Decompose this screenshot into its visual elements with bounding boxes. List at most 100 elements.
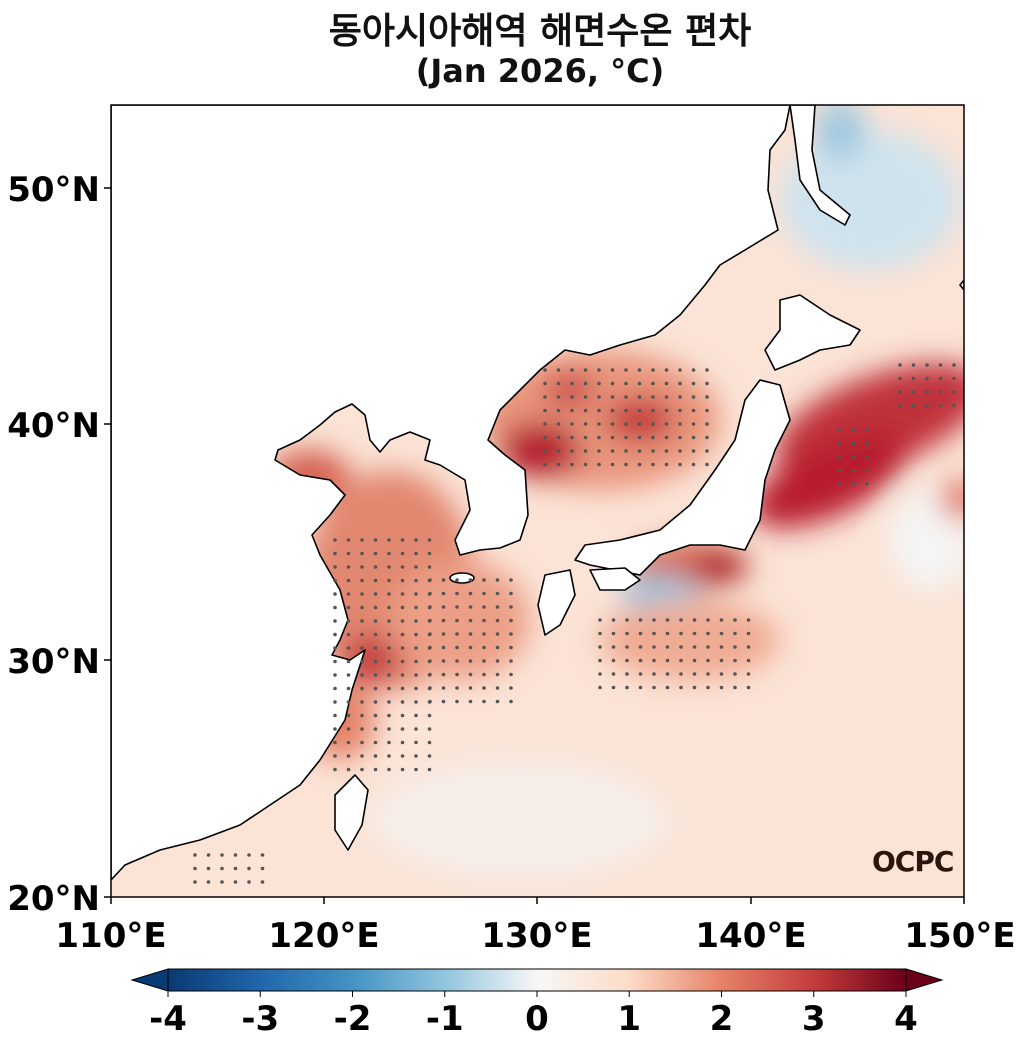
significance-dot [611,658,616,663]
significance-dot [705,395,709,399]
significance-dot [333,578,337,583]
significance-dot [346,551,351,556]
significance-dot [346,619,351,623]
significance-dot [583,381,588,386]
significance-dot [556,395,561,399]
significance-dot [233,880,238,884]
significance-dot [665,618,670,622]
significance-dot [428,699,432,704]
significance-dot [624,368,628,372]
significance-dot [360,619,364,623]
significance-dot [333,551,337,556]
significance-dot [387,592,391,596]
colorbar-extend-high [905,968,944,992]
significance-dot [543,435,547,440]
significance-dot [509,605,513,609]
significance-dot [583,422,588,426]
significance-dot [706,631,710,636]
lon-tick-110: 110°E [55,916,166,956]
significance-dot [360,673,364,677]
significance-dot [468,699,473,704]
significance-dot [441,618,446,623]
significance-dot [360,632,364,637]
significance-dot [346,673,351,677]
significance-dot [952,390,956,394]
significance-dot [333,700,337,704]
significance-dot [898,403,902,408]
significance-dot [373,551,378,556]
significance-dot [583,435,588,440]
colorbar-tick-label: 4 [894,999,918,1039]
significance-dot [373,727,378,731]
significance-dot [706,645,710,649]
significance-dot [543,462,547,467]
significance-dot [509,632,513,636]
significance-dot [678,395,682,399]
significance-dot [570,449,574,453]
significance-dot [400,565,405,569]
significance-dot [651,422,655,426]
significance-dot [495,618,500,623]
significance-dot [495,591,500,596]
significance-dot [746,658,751,663]
significance-dot [260,853,265,857]
significance-dot [746,672,751,676]
significance-dot [373,632,378,637]
significance-dot [851,455,856,459]
colorbar-tick-label: 3 [802,999,826,1039]
significance-dot [346,592,351,596]
significance-dot [346,538,351,542]
significance-dot [455,699,459,704]
significance-dot [865,441,869,446]
significance-dot [482,672,486,677]
significance-dot [427,740,432,745]
significance-dot [556,422,561,426]
significance-dot [387,727,391,731]
significance-dot [427,713,432,718]
significance-dot [625,618,629,622]
colorbar-tick-label: -4 [149,999,187,1039]
significance-dot [428,578,432,582]
significance-dot [638,618,643,622]
significance-dot [543,381,547,386]
significance-dot [455,591,459,596]
significance-dot [482,659,486,663]
significance-dot [414,727,418,731]
significance-dot [333,727,337,731]
significance-dot [570,462,574,467]
significance-dot [652,658,656,663]
significance-dot [637,449,642,453]
significance-dot [387,700,391,704]
significance-dot [360,740,364,745]
significance-dot [705,408,709,413]
significance-dot [611,631,616,636]
significance-dot [625,645,629,649]
ocpc-logo: OCPC [872,845,954,878]
significance-dot [938,403,943,408]
significance-dot [441,672,446,677]
significance-dot [414,713,418,718]
significance-dot [247,853,251,857]
significance-dot [556,449,561,453]
significance-dot [625,672,629,676]
significance-dot [624,408,628,413]
significance-dot [652,618,656,622]
significance-dot [651,462,655,467]
significance-dot [373,659,378,664]
significance-dot [679,645,683,649]
significance-dot [637,395,642,399]
significance-dot [441,699,446,704]
significance-dot [664,395,669,399]
significance-dot [652,631,656,636]
significance-dot [360,754,364,758]
significance-dot [441,632,446,636]
significance-dot [691,395,696,399]
significance-dot [427,538,432,542]
lon-tick-140: 140°E [695,916,806,956]
significance-dot [233,853,238,857]
significance-dot [333,592,337,596]
significance-dot [691,408,696,413]
significance-dot [360,700,364,704]
significance-dot [400,592,405,596]
significance-dot [509,659,513,663]
